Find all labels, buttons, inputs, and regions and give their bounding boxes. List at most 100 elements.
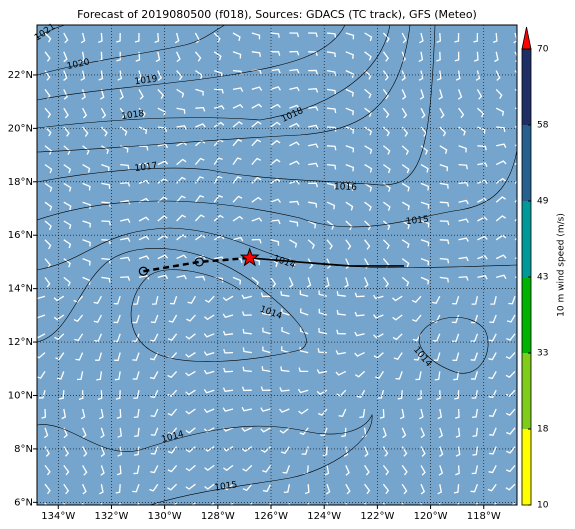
wind-barb	[496, 143, 507, 148]
wind-barb	[44, 145, 53, 155]
wind-barb	[326, 201, 336, 210]
wind-barb	[157, 70, 163, 81]
wind-barb	[364, 239, 371, 250]
wind-barb	[392, 333, 403, 341]
wind-barb	[345, 483, 351, 495]
wind-barb	[326, 88, 337, 95]
wind-barb	[438, 427, 444, 439]
wind-barb	[308, 201, 318, 208]
wind-barb	[157, 177, 168, 184]
wind-barb	[280, 290, 290, 297]
wind-barb	[506, 427, 516, 435]
wind-barb	[382, 277, 389, 288]
wind-barbs	[37, 32, 517, 505]
wind-barb	[251, 257, 261, 266]
wind-barb	[176, 274, 187, 280]
wind-barb	[505, 483, 516, 491]
wind-barb	[420, 257, 430, 266]
x-tick-label: 126°W	[254, 511, 288, 522]
wind-barb	[354, 331, 365, 337]
wind-barb	[395, 371, 403, 380]
contour-label: 1017	[134, 161, 158, 174]
wind-barb	[288, 277, 294, 288]
wind-barb	[326, 107, 337, 114]
colorbar-extension	[521, 26, 532, 50]
wind-barb	[185, 464, 196, 472]
wind-barb	[382, 239, 390, 250]
wind-barb	[44, 182, 53, 192]
wind-barb	[149, 371, 159, 380]
wind-barb	[377, 390, 385, 399]
wind-barb	[167, 427, 178, 435]
wind-barb	[494, 51, 499, 63]
wind-barb	[488, 389, 497, 399]
wind-barb	[82, 145, 90, 155]
contour-label: 1018	[121, 109, 145, 122]
wind-barb	[149, 352, 159, 361]
wind-barb	[420, 465, 426, 476]
wind-barb	[476, 89, 483, 100]
wind-barb	[308, 32, 318, 38]
wind-barb	[138, 145, 149, 151]
wind-barb	[101, 257, 111, 264]
wind-barb	[432, 333, 441, 342]
wind-barb	[232, 215, 244, 222]
wind-barb	[82, 483, 87, 495]
y-tick-label: 10°N	[8, 390, 33, 401]
wind-barb	[354, 352, 365, 357]
wind-barb	[101, 220, 111, 226]
wind-barb	[82, 276, 91, 285]
wind-barb	[345, 32, 355, 40]
wind-barb	[176, 254, 187, 260]
wind-barb	[420, 239, 430, 247]
wind-barb	[82, 257, 91, 266]
wind-barb	[417, 390, 422, 401]
wind-barb	[194, 176, 204, 184]
wind-barb	[382, 446, 389, 457]
wind-barb	[251, 238, 262, 244]
wind-barb	[495, 88, 503, 99]
wind-barb	[270, 277, 277, 288]
wind-barb	[167, 446, 178, 454]
wind-barb	[204, 314, 215, 321]
wind-barb	[185, 502, 196, 505]
wind-barb	[214, 88, 224, 94]
wind-barb	[151, 296, 159, 305]
wind-barb	[56, 371, 65, 380]
wind-barb	[399, 408, 405, 420]
wind-barb	[439, 276, 449, 283]
wind-barb	[279, 408, 290, 413]
wind-barb	[437, 484, 443, 495]
wind-barb	[382, 465, 390, 476]
wind-barb	[150, 408, 159, 418]
wind-barb	[495, 107, 505, 116]
wind-barb	[316, 369, 328, 374]
wind-barb	[364, 107, 372, 117]
x-tick-label: 120°W	[414, 511, 448, 522]
wind-barb	[401, 276, 410, 287]
wind-barb	[307, 220, 317, 229]
chart-title: Forecast of 2019080500 (f018), Sources: …	[77, 8, 477, 21]
wind-barb	[326, 163, 337, 170]
wind-barb	[477, 255, 488, 260]
wind-barb	[477, 162, 488, 167]
wind-barb	[364, 220, 372, 231]
wind-barb	[232, 51, 242, 59]
wind-barb	[382, 220, 391, 231]
wind-barb	[116, 408, 122, 419]
wind-barb	[345, 88, 354, 97]
wind-barb	[100, 107, 107, 119]
wind-barb	[38, 390, 46, 399]
wind-barb	[195, 123, 206, 128]
colorbar-tick-label: 33	[537, 349, 548, 359]
wind-barb	[505, 408, 516, 416]
wind-barb	[150, 465, 159, 474]
wind-barb	[194, 194, 205, 203]
wind-barb	[356, 389, 366, 398]
wind-barb	[262, 483, 272, 493]
wind-barb	[289, 220, 299, 227]
wind-barb	[289, 86, 300, 92]
wind-barb	[458, 237, 469, 242]
wind-barb	[116, 32, 121, 43]
x-tick-label: 128°W	[201, 511, 235, 522]
